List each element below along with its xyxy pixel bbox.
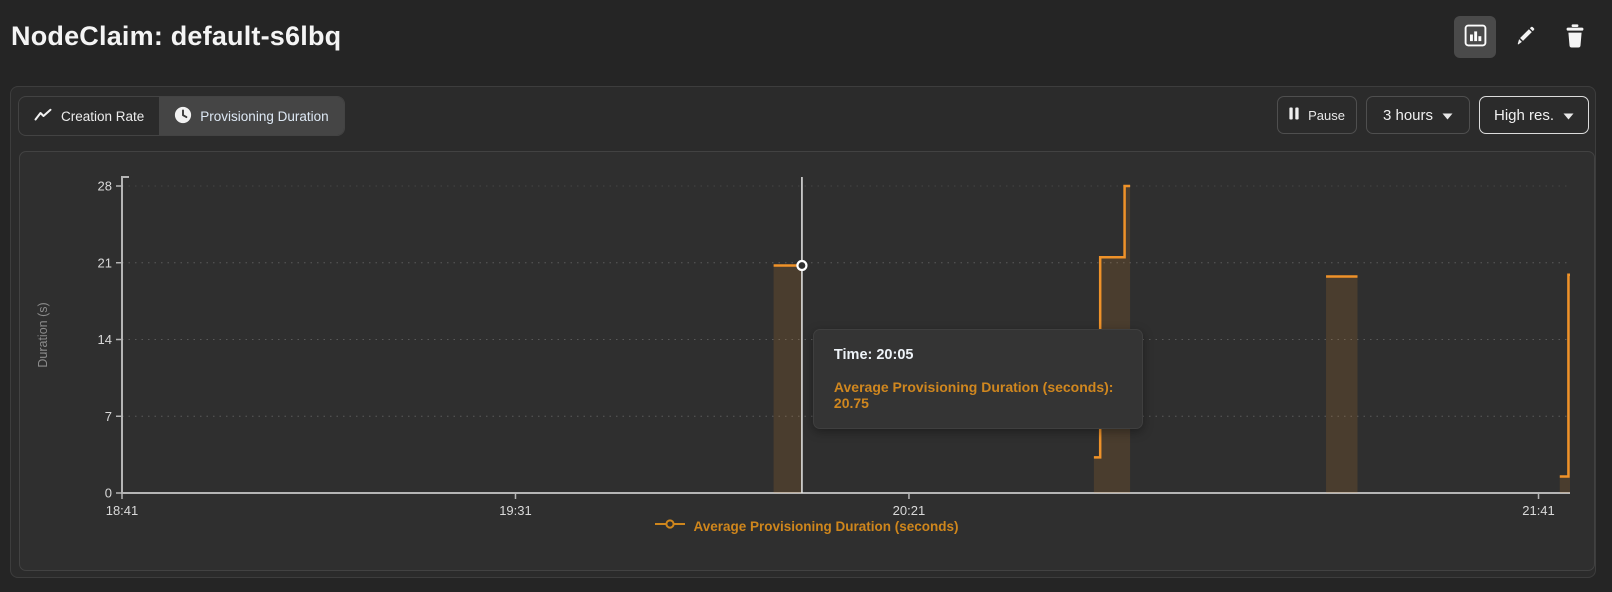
chart-view-button[interactable] [1454, 16, 1496, 58]
tooltip-time: Time: 20:05 [833, 347, 914, 363]
edit-button[interactable] [1504, 16, 1546, 58]
clock-icon [174, 106, 192, 127]
resolution-select[interactable]: High res. [1479, 96, 1589, 134]
time-range-select[interactable]: 3 hours [1366, 96, 1470, 134]
chart-legend[interactable]: Average Provisioning Duration (seconds) [20, 517, 1594, 535]
metrics-card: Creation Rate Provisioning Duration [10, 86, 1596, 578]
tab-label: Creation Rate [61, 108, 145, 124]
page-title: NodeClaim: default-s6lbq [11, 21, 342, 51]
time-range-value: 3 hours [1382, 106, 1434, 124]
tab-provisioning-duration[interactable]: Provisioning Duration [159, 97, 344, 135]
pencil-icon [1514, 25, 1536, 50]
svg-text:20:21: 20:21 [893, 503, 926, 518]
chevron-down-icon [1442, 107, 1453, 124]
pause-icon [1289, 107, 1299, 123]
tooltip-value: Average Provisioning Duration (seconds):… [833, 379, 1114, 411]
chart-controls: Pause 3 hours High res. [1277, 96, 1589, 134]
delete-button[interactable] [1554, 16, 1596, 58]
chart-tabs: Creation Rate Provisioning Duration [18, 96, 345, 136]
svg-text:0: 0 [105, 486, 112, 501]
duration-step-chart[interactable]: 0 7 14 21 28 18:41 19:31 20:21 21:41 Duration (s) [20, 152, 1595, 552]
svg-text:7: 7 [105, 409, 112, 424]
bar-chart-icon [1464, 24, 1487, 50]
svg-text:14: 14 [98, 332, 112, 347]
chevron-down-icon [1563, 107, 1574, 124]
legend-marker-icon [655, 517, 686, 535]
svg-text:Duration (s): Duration (s) [36, 302, 50, 367]
provisioning-duration-chart: 0 7 14 21 28 18:41 19:31 20:21 21:41 Duration (s)… [19, 151, 1595, 571]
tab-label: Provisioning Duration [200, 108, 329, 124]
trend-line-icon [34, 108, 53, 125]
svg-text:28: 28 [98, 179, 112, 194]
svg-text:21:41: 21:41 [1522, 503, 1555, 518]
svg-text:21: 21 [98, 255, 112, 270]
header-actions [1454, 16, 1596, 58]
legend-label: Average Provisioning Duration (seconds) [693, 518, 959, 534]
resolution-value: High res. [1493, 106, 1555, 124]
trash-icon [1565, 23, 1585, 51]
svg-text:19:31: 19:31 [499, 503, 532, 518]
page-header: NodeClaim: default-s6lbq [0, 0, 1612, 78]
svg-text:18:41: 18:41 [106, 503, 139, 518]
chart-tooltip: Time: 20:05 Average Provisioning Duratio… [812, 329, 1143, 429]
pause-button[interactable]: Pause [1277, 96, 1357, 134]
pause-label: Pause [1308, 107, 1345, 123]
tab-creation-rate[interactable]: Creation Rate [19, 97, 159, 135]
